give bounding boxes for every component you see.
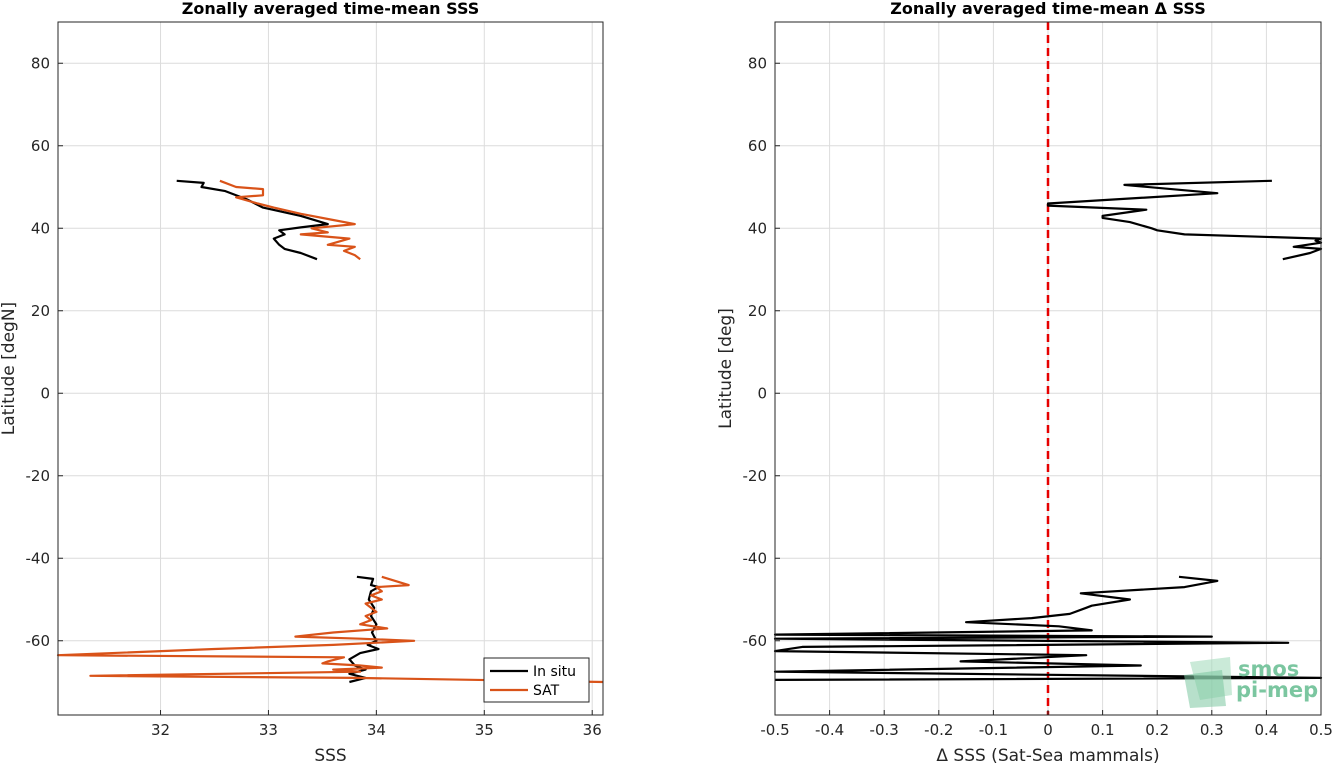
left-y-axis-label: Latitude [degN] — [0, 302, 19, 435]
y-tick-label: 60 — [31, 137, 50, 155]
y-tick-label: 40 — [748, 219, 767, 237]
smos-pi-mep-logo: smos pi-mep — [1184, 657, 1318, 708]
y-tick-label: 60 — [748, 137, 767, 155]
y-tick-label: 20 — [748, 302, 767, 320]
left-x-axis-label: SSS — [314, 746, 346, 764]
x-tick-label: 32 — [151, 721, 170, 739]
left-tick-labels: 32 33 34 35 36 -60 -40 -20 0 20 40 60 80 — [26, 54, 602, 739]
y-tick-label: -20 — [743, 467, 768, 485]
y-tick-label: -40 — [743, 549, 768, 567]
y-tick-label: -60 — [26, 632, 51, 650]
logo-text-smos: smos — [1238, 657, 1299, 681]
x-tick-label: 0.4 — [1254, 721, 1278, 739]
x-tick-label: -0.4 — [815, 721, 844, 739]
series-line-1 — [56, 575, 604, 684]
x-tick-label: 0.2 — [1145, 721, 1169, 739]
legend-label-sat: SAT — [533, 683, 560, 699]
logo-shape-front — [1184, 670, 1226, 708]
y-tick-label: -20 — [26, 467, 51, 485]
logo-text-pi-mep: pi-mep — [1236, 678, 1318, 702]
left-grid — [58, 22, 603, 715]
right-x-axis-label: Δ SSS (Sat-Sea mammals) — [936, 746, 1159, 764]
x-tick-label: -0.2 — [924, 721, 953, 739]
y-tick-label: 80 — [31, 54, 50, 72]
y-tick-label: 80 — [748, 54, 767, 72]
y-tick-label: 20 — [31, 302, 50, 320]
left-panel-sss: 32 33 34 35 36 -60 -40 -20 0 20 40 60 80 Zonally ave… — [0, 0, 604, 764]
legend: In situ SAT — [483, 657, 590, 703]
left-series-group — [56, 179, 604, 684]
left-axes-frame — [57, 21, 604, 716]
left-chart-title: Zonally averaged time-mean SSS — [182, 0, 480, 18]
right-tick-labels: -0.5 -0.4 -0.3 -0.2 -0.1 0 0.1 0.2 0.3 0.4 0.5 -60 -… — [743, 54, 1333, 739]
right-y-axis-label: Latitude [deg] — [716, 308, 736, 429]
x-tick-label: 34 — [367, 721, 386, 739]
x-tick-label: -0.3 — [870, 721, 899, 739]
right-panel-delta-sss: -0.5 -0.4 -0.3 -0.2 -0.1 0 0.1 0.2 0.3 0.4 0.5 -60 -… — [716, 0, 1333, 764]
x-tick-label: -0.1 — [979, 721, 1008, 739]
series-line-0 — [176, 179, 329, 261]
right-series-group — [773, 22, 1323, 715]
x-tick-label: 36 — [583, 721, 602, 739]
y-tick-label: 40 — [31, 219, 50, 237]
series-line-0 — [773, 575, 1323, 682]
x-tick-label: 0.1 — [1091, 721, 1115, 739]
x-tick-label: 35 — [475, 721, 494, 739]
right-chart-title: Zonally averaged time-mean Δ SSS — [890, 0, 1206, 18]
y-tick-label: 0 — [757, 384, 767, 402]
y-tick-label: -60 — [743, 632, 768, 650]
x-tick-label: 0.5 — [1309, 721, 1333, 739]
x-tick-label: -0.5 — [760, 721, 789, 739]
x-tick-label: 33 — [259, 721, 278, 739]
x-tick-label: 0.3 — [1200, 721, 1224, 739]
legend-box — [483, 657, 590, 703]
x-tick-label: 0 — [1043, 721, 1053, 739]
series-line-0 — [1046, 179, 1323, 261]
y-tick-label: 0 — [40, 384, 50, 402]
series-line-1 — [219, 179, 361, 261]
legend-label-in-situ: In situ — [533, 664, 576, 680]
y-tick-label: -40 — [26, 549, 51, 567]
